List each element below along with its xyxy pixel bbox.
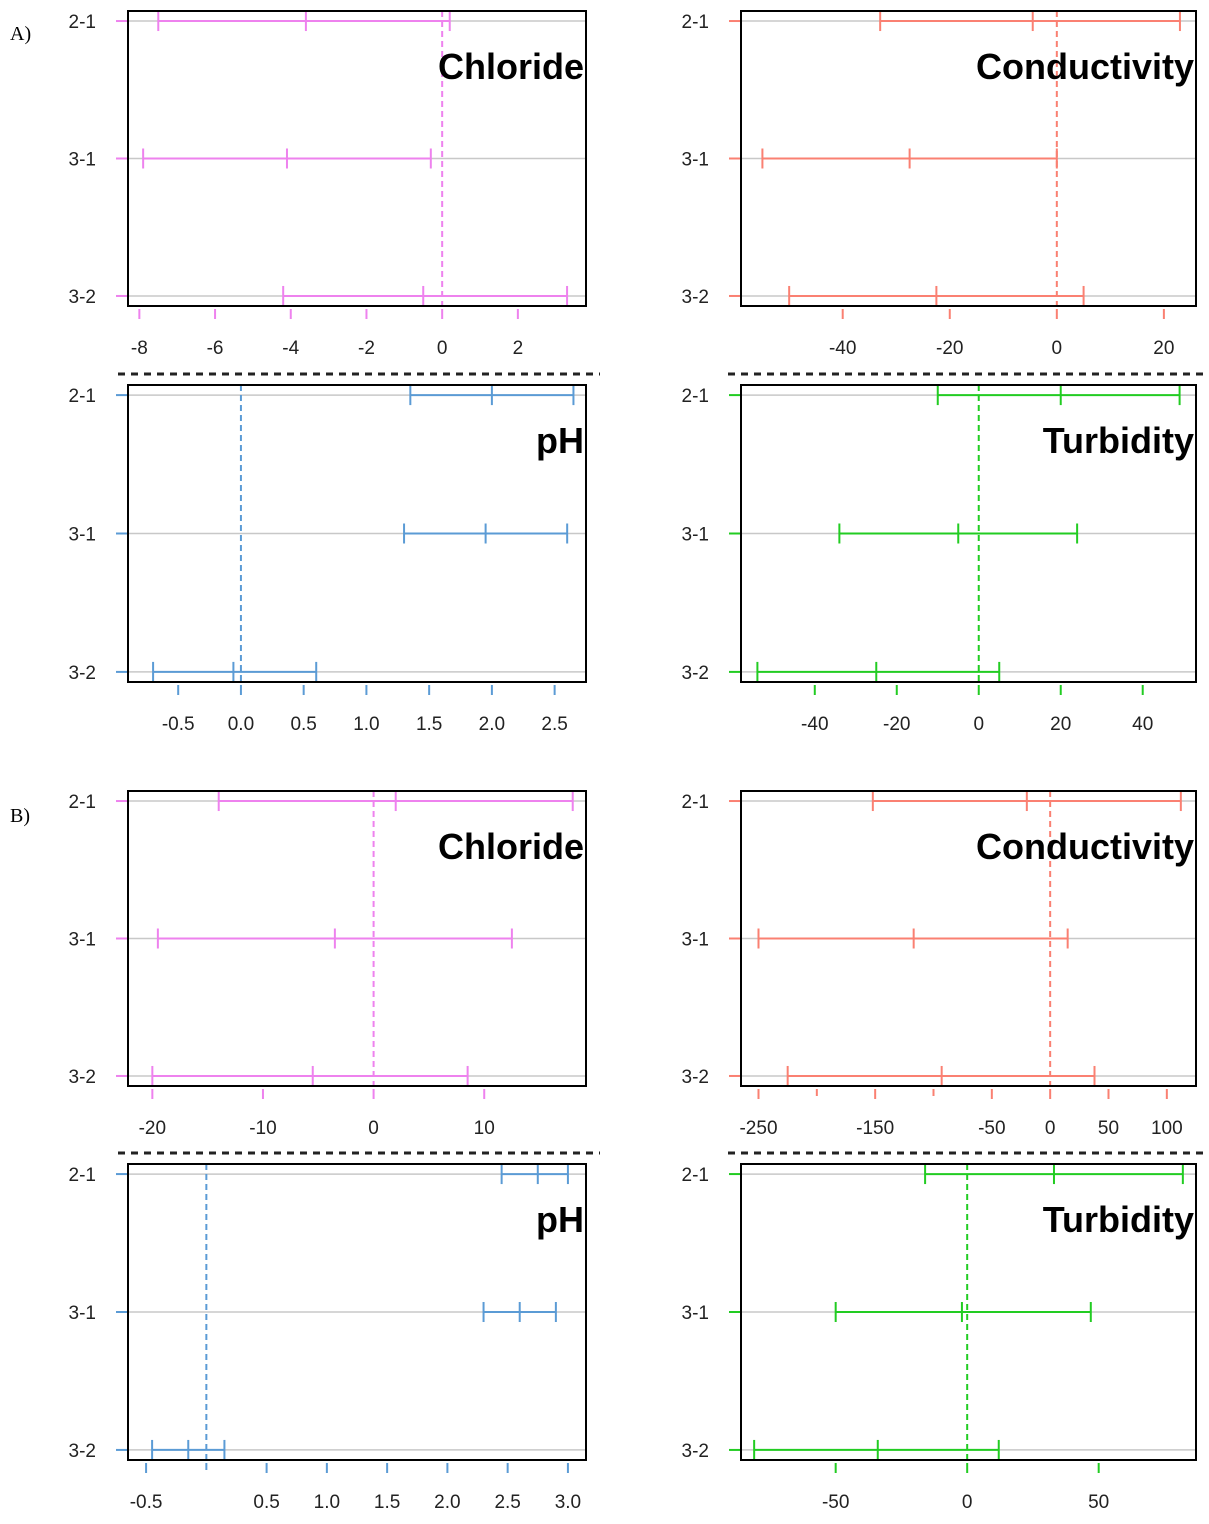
sec1-conductivity-x-tick-label--250: -250 xyxy=(739,1118,777,1139)
sec1-conductivity-x-tick-label-0: 0 xyxy=(1045,1118,1056,1139)
sec0-chloride-y-label-3-2: 3-2 xyxy=(69,287,96,308)
sec1-turbidity-y-label-3-1: 3-1 xyxy=(682,1303,709,1324)
sec1-ph-x-tick-label-1.5: 1.5 xyxy=(374,1492,400,1513)
sec1-ph-y-label-3-2: 3-2 xyxy=(69,1441,96,1462)
sec1-chloride-x-tick-label-10: 10 xyxy=(474,1118,495,1139)
sec1-ph-y-label-2-1: 2-1 xyxy=(69,1165,96,1186)
sec0-turbidity-x-tick-label-0: 0 xyxy=(973,714,984,735)
sec0-turbidity-plot-frame xyxy=(740,384,1197,683)
sec1-turbidity-y-label-2-1: 2-1 xyxy=(682,1165,709,1186)
sec0-chloride-x-tick-label-0: 0 xyxy=(437,338,448,359)
sec0-chloride-y-label-2-1: 2-1 xyxy=(69,12,96,33)
sec1-ph-plot-frame xyxy=(127,1163,587,1461)
sec0-turbidity-x-tick-label-40: 40 xyxy=(1132,714,1153,735)
sec1-conductivity-y-label-3-2: 3-2 xyxy=(682,1067,709,1088)
sec0-turbidity-x-tick-label--40: -40 xyxy=(801,714,828,735)
sec0-conductivity-x-tick-label--20: -20 xyxy=(936,338,963,359)
sec0-conductivity-x-tick-label-0: 0 xyxy=(1052,338,1063,359)
sec0-ph-x-tick-label-1: 1.0 xyxy=(353,714,379,735)
sec1-conductivity-x-tick-label--50: -50 xyxy=(978,1118,1005,1139)
sec1-ph-x-tick-label-1: 1.0 xyxy=(314,1492,340,1513)
sec0-chloride-x-tick-label--2: -2 xyxy=(358,338,375,359)
sec0-ph-y-label-2-1: 2-1 xyxy=(69,386,96,407)
sec0-ph-x-tick-label-2.5: 2.5 xyxy=(541,714,567,735)
sec0-ph-panel-title: pH xyxy=(536,420,584,461)
sec0-conductivity-y-label-3-1: 3-1 xyxy=(682,150,709,171)
sec1-turbidity-x-tick-label-50: 50 xyxy=(1088,1492,1109,1513)
sec0-ph-x-tick-label-2: 2.0 xyxy=(479,714,505,735)
sec0-chloride-plot-frame xyxy=(127,10,587,307)
sec0-conductivity-plot-frame xyxy=(740,10,1197,307)
sec1-chloride-plot-frame xyxy=(127,790,587,1087)
sec0-turbidity-y-label-3-2: 3-2 xyxy=(682,663,709,684)
sec0-turbidity-x-tick-label--20: -20 xyxy=(883,714,910,735)
sec0-conductivity-y-label-3-2: 3-2 xyxy=(682,287,709,308)
sec1-chloride-x-tick-label--10: -10 xyxy=(249,1118,276,1139)
sec0-chloride-panel-title: Chloride xyxy=(438,46,584,87)
sec0-ph-plot-frame xyxy=(127,384,587,683)
sec1-turbidity-x-tick-label-0: 0 xyxy=(962,1492,973,1513)
sec1-conductivity-y-label-3-1: 3-1 xyxy=(682,930,709,951)
sec1-ph-y-label-3-1: 3-1 xyxy=(69,1303,96,1324)
sec1-ph-panel-title: pH xyxy=(536,1199,584,1240)
sec0-chloride-y-label-3-1: 3-1 xyxy=(69,150,96,171)
sec0-chloride-x-tick-label--6: -6 xyxy=(207,338,224,359)
sec1-ph-x-tick-label-2: 2.0 xyxy=(434,1492,460,1513)
sec1-ph-x-tick-label-3: 3.0 xyxy=(555,1492,581,1513)
sec0-chloride-x-tick-label--4: -4 xyxy=(282,338,299,359)
sec0-ph-x-tick-label--0.5: -0.5 xyxy=(162,714,195,735)
sec0-ph-x-tick-label-0: 0.0 xyxy=(228,714,254,735)
sec0-turbidity-panel-title: Turbidity xyxy=(1043,420,1194,461)
sec1-ph-x-tick-label-2.5: 2.5 xyxy=(494,1492,520,1513)
sec1-turbidity-panel-title: Turbidity xyxy=(1043,1199,1194,1240)
sec1-conductivity-x-tick-label-100: 100 xyxy=(1151,1118,1183,1139)
sec1-conductivity-x-tick-label--150: -150 xyxy=(856,1118,894,1139)
sec1-chloride-y-label-3-1: 3-1 xyxy=(69,930,96,951)
sec0-ph-x-tick-label-0.5: 0.5 xyxy=(290,714,316,735)
sec0-ph-y-label-3-1: 3-1 xyxy=(69,525,96,546)
sec1-turbidity-plot-frame xyxy=(740,1163,1197,1461)
sec0-conductivity-x-tick-label--40: -40 xyxy=(829,338,856,359)
sec0-chloride-x-tick-label-2: 2 xyxy=(513,338,524,359)
sec1-turbidity-y-label-3-2: 3-2 xyxy=(682,1441,709,1462)
sec1-chloride-x-tick-label--20: -20 xyxy=(139,1118,166,1139)
section-label-b: B) xyxy=(10,805,30,827)
sec0-ph-x-tick-label-1.5: 1.5 xyxy=(416,714,442,735)
sec0-turbidity-x-tick-label-20: 20 xyxy=(1050,714,1071,735)
sec1-ph-x-tick-label-0.5: 0.5 xyxy=(253,1492,279,1513)
sec1-conductivity-panel-title: Conductivity xyxy=(976,826,1194,867)
sec0-turbidity-y-label-2-1: 2-1 xyxy=(682,386,709,407)
sec1-chloride-x-tick-label-0: 0 xyxy=(368,1118,379,1139)
sec0-turbidity-y-label-3-1: 3-1 xyxy=(682,525,709,546)
sec0-conductivity-y-label-2-1: 2-1 xyxy=(682,12,709,33)
sec0-ph-y-label-3-2: 3-2 xyxy=(69,663,96,684)
sec1-chloride-panel-title: Chloride xyxy=(438,826,584,867)
section-label-a: A) xyxy=(10,23,31,45)
sec1-conductivity-y-label-2-1: 2-1 xyxy=(682,792,709,813)
sec1-turbidity-x-tick-label--50: -50 xyxy=(822,1492,849,1513)
sec0-conductivity-x-tick-label-20: 20 xyxy=(1153,338,1174,359)
sec1-conductivity-x-tick-label-50: 50 xyxy=(1098,1118,1119,1139)
sec0-chloride-x-tick-label--8: -8 xyxy=(131,338,148,359)
sec1-conductivity-plot-frame xyxy=(740,790,1197,1087)
sec1-chloride-y-label-2-1: 2-1 xyxy=(69,792,96,813)
sec0-conductivity-panel-title: Conductivity xyxy=(976,46,1194,87)
sec1-chloride-y-label-3-2: 3-2 xyxy=(69,1067,96,1088)
sec1-ph-x-tick-label--0.5: -0.5 xyxy=(130,1492,163,1513)
